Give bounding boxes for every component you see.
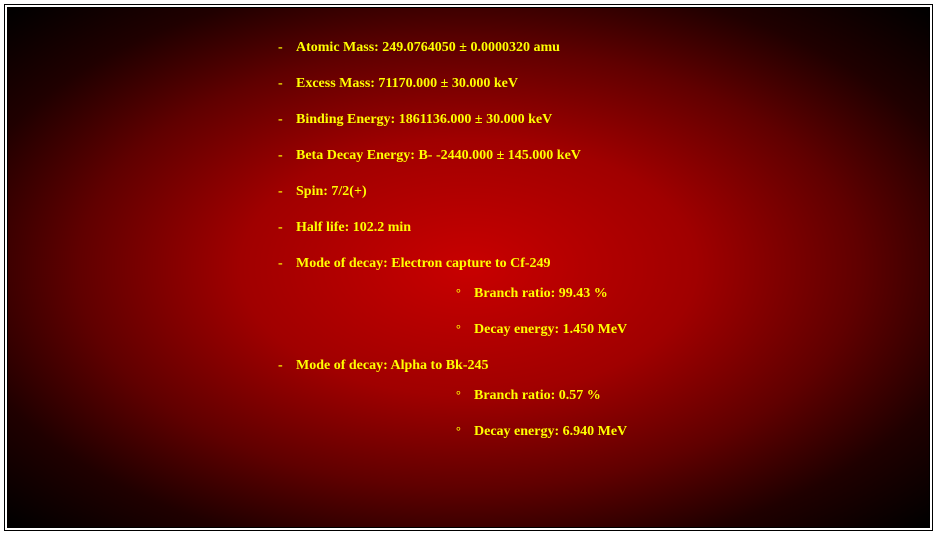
degree-bullet: °	[456, 286, 474, 301]
sub-list: °Branch ratio: 0.57 % °Decay energy: 6.9…	[456, 388, 627, 440]
sub-list: °Branch ratio: 99.43 % °Decay energy: 1.…	[456, 286, 627, 338]
sub-list-item: °Decay energy: 6.940 MeV	[456, 424, 627, 440]
sub-item-label: Branch ratio: 0.57 %	[474, 388, 601, 403]
item-label: Mode of decay: Electron capture to Cf-24…	[296, 256, 551, 271]
item-label: Half life: 102.2 min	[296, 220, 411, 235]
properties-list: -Atomic Mass: 249.0764050 ± 0.0000320 am…	[278, 40, 627, 460]
outer-frame: -Atomic Mass: 249.0764050 ± 0.0000320 am…	[4, 4, 933, 531]
item-label: Mode of decay: Alpha to Bk-245	[296, 358, 489, 373]
degree-bullet: °	[456, 322, 474, 337]
dash-bullet: -	[278, 358, 296, 374]
sub-list-item: °Branch ratio: 99.43 %	[456, 286, 627, 302]
list-item: -Spin: 7/2(+)	[278, 184, 627, 200]
item-label: Atomic Mass: 249.0764050 ± 0.0000320 amu	[296, 40, 560, 55]
dash-bullet: -	[278, 220, 296, 236]
list-item: -Mode of decay: Electron capture to Cf-2…	[278, 256, 627, 338]
sub-list-item: °Decay energy: 1.450 MeV	[456, 322, 627, 338]
inner-frame: -Atomic Mass: 249.0764050 ± 0.0000320 am…	[7, 7, 930, 528]
dash-bullet: -	[278, 76, 296, 92]
degree-bullet: °	[456, 388, 474, 403]
dash-bullet: -	[278, 256, 296, 272]
dash-bullet: -	[278, 40, 296, 56]
list-item: -Atomic Mass: 249.0764050 ± 0.0000320 am…	[278, 40, 627, 56]
sub-item-label: Decay energy: 6.940 MeV	[474, 424, 627, 439]
sub-item-label: Decay energy: 1.450 MeV	[474, 322, 627, 337]
dash-bullet: -	[278, 112, 296, 128]
list-item: -Binding Energy: 1861136.000 ± 30.000 ke…	[278, 112, 627, 128]
item-label: Beta Decay Energy: B- -2440.000 ± 145.00…	[296, 148, 581, 163]
dash-bullet: -	[278, 184, 296, 200]
list-item: -Mode of decay: Alpha to Bk-245 °Branch …	[278, 358, 627, 440]
list-item: -Beta Decay Energy: B- -2440.000 ± 145.0…	[278, 148, 627, 164]
list-item: -Half life: 102.2 min	[278, 220, 627, 236]
item-label: Spin: 7/2(+)	[296, 184, 367, 199]
degree-bullet: °	[456, 424, 474, 439]
item-label: Binding Energy: 1861136.000 ± 30.000 keV	[296, 112, 552, 127]
item-label: Excess Mass: 71170.000 ± 30.000 keV	[296, 76, 518, 91]
dash-bullet: -	[278, 148, 296, 164]
sub-item-label: Branch ratio: 99.43 %	[474, 286, 608, 301]
sub-list-item: °Branch ratio: 0.57 %	[456, 388, 627, 404]
list-item: -Excess Mass: 71170.000 ± 30.000 keV	[278, 76, 627, 92]
